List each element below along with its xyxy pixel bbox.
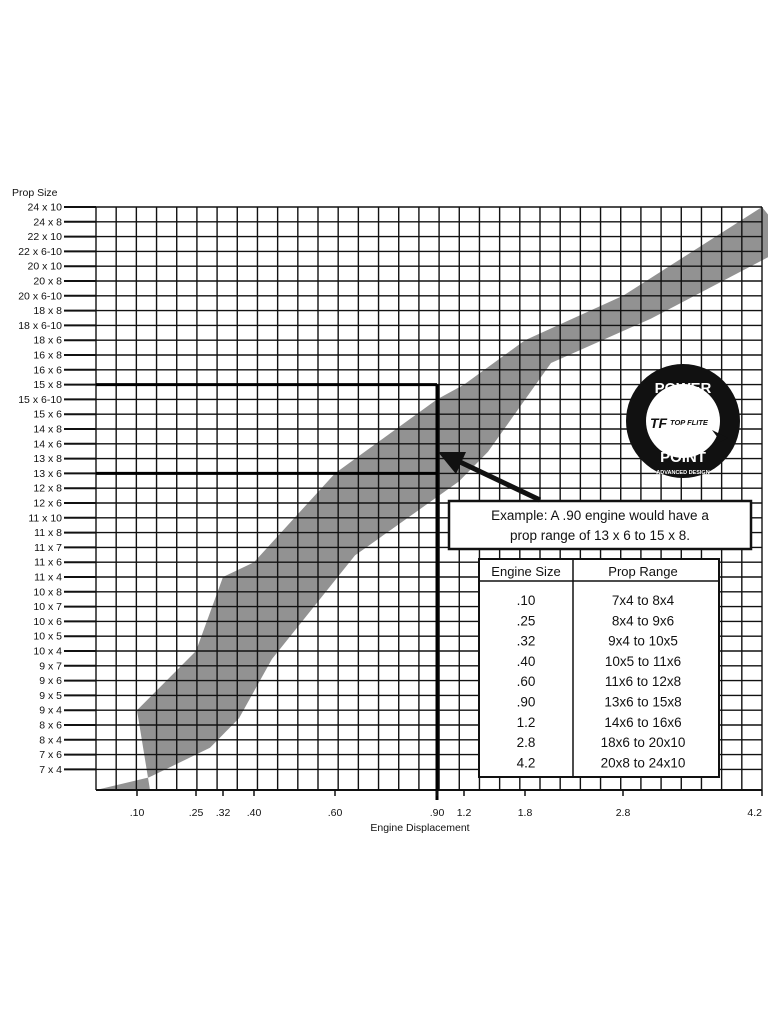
table-cell-engine-size: .32: [517, 634, 536, 649]
x-axis-title: Engine Displacement: [370, 822, 469, 834]
y-axis-title: Prop Size: [12, 187, 58, 199]
example-line-2: prop range of 13 x 6 to 15 x 8.: [510, 528, 690, 543]
y-tick-label: 9 x 5: [39, 690, 62, 702]
table-header-prop-range: Prop Range: [608, 564, 677, 579]
x-tick-label: .32: [216, 807, 231, 819]
y-tick-label: 20 x 6-10: [18, 290, 62, 302]
table-cell-prop-range: 18x6 to 20x10: [601, 735, 686, 750]
prop-range-area: [96, 207, 768, 790]
logo-top-word: POWER: [655, 380, 712, 397]
y-tick-label: 14 x 8: [33, 424, 62, 436]
y-tick-label: 16 x 8: [33, 350, 62, 362]
table-cell-engine-size: .25: [517, 613, 536, 628]
x-tick-label: .10: [130, 807, 145, 819]
table-cell-prop-range: 10x5 to 11x6: [605, 654, 681, 669]
y-tick-label: 11 x 7: [34, 542, 62, 554]
logo-bottom-word: POINT: [660, 449, 706, 466]
y-tick-label: 9 x 6: [39, 675, 62, 687]
table-cell-engine-size: .40: [517, 654, 536, 669]
y-tick-label: 20 x 10: [28, 261, 63, 273]
table-cell-engine-size: .10: [517, 593, 536, 608]
x-tick-label: 2.8: [616, 807, 631, 819]
table-cell-prop-range: 9x4 to 10x5: [608, 634, 678, 649]
x-axis-ticks: .10 .25 .32 .40 .60 .90 1.2 1.8 2.8 4.2: [130, 790, 763, 819]
y-tick-label: 15 x 6-10: [18, 394, 62, 406]
y-tick-label: 11 x 8: [34, 527, 62, 539]
y-tick-label: 11 x 10: [28, 512, 62, 524]
table-cell-prop-range: 11x6 to 12x8: [605, 674, 681, 689]
table-cell-engine-size: .60: [517, 674, 536, 689]
table-cell-engine-size: .90: [517, 695, 536, 710]
y-tick-label: 10 x 8: [33, 586, 62, 598]
y-tick-label: 24 x 10: [28, 202, 63, 214]
table-cell-prop-range: 13x6 to 15x8: [604, 695, 681, 710]
y-tick-label: 22 x 6-10: [18, 246, 62, 258]
y-tick-label: 20 x 8: [33, 276, 62, 288]
y-tick-label: 18 x 8: [33, 305, 62, 317]
y-tick-label: 13 x 6: [33, 468, 62, 480]
example-callout: Example: A .90 engine would have a prop …: [438, 452, 753, 551]
y-tick-label: 10 x 6: [33, 616, 62, 628]
y-tick-label: 11 x 6: [34, 557, 62, 569]
example-arrow-head: [438, 452, 466, 474]
y-tick-label: 10 x 7: [33, 601, 62, 613]
logo-mark: TF: [650, 415, 668, 431]
example-guides: [96, 383, 439, 800]
y-tick-label: 7 x 6: [39, 749, 62, 761]
y-tick-label: 13 x 8: [33, 453, 62, 465]
chart-grid: [95, 206, 763, 791]
prop-range-table: Engine Size Prop Range .10 7x4 to 8x4 .25 8…: [478, 558, 720, 778]
y-tick-label: 18 x 6-10: [18, 320, 62, 332]
table-header-engine-size: Engine Size: [491, 564, 560, 579]
y-axis-ticks: 24 x 10 24 x 8 22 x 10 22 x 6-10 20 x 10 20 x…: [18, 202, 96, 776]
logo-brand: TOP FLITE: [670, 418, 709, 427]
table-cell-prop-range: 20x8 to 24x10: [601, 755, 686, 770]
y-tick-label: 15 x 6: [33, 409, 62, 421]
example-line-1: Example: A .90 engine would have a: [491, 508, 709, 523]
example-callout-box: [447, 499, 753, 551]
y-tick-label: 7 x 4: [39, 764, 62, 776]
x-tick-label: 1.2: [457, 807, 472, 819]
table-cell-prop-range: 7x4 to 8x4: [612, 593, 675, 608]
y-tick-label: 18 x 6: [33, 335, 62, 347]
table-frame: [478, 558, 720, 778]
table-cell-prop-range: 14x6 to 16x6: [604, 715, 681, 730]
y-tick-label: 22 x 10: [28, 231, 63, 243]
logo-tagline: ADVANCED DESIGN: [656, 470, 709, 476]
x-tick-label: 4.2: [747, 807, 762, 819]
y-tick-label: 12 x 8: [33, 483, 62, 495]
logo-inner-disc: [646, 384, 720, 458]
y-tick-label: 12 x 6: [33, 498, 62, 510]
x-tick-label: .90: [430, 807, 445, 819]
table-cell-engine-size: 2.8: [517, 735, 536, 750]
logo-star-icon: [712, 430, 728, 446]
power-point-logo: POWER POINT ADVANCED DESIGN TF TOP FLITE: [626, 364, 740, 478]
table-rows: .10 7x4 to 8x4 .25 8x4 to 9x6 .32 9x4 to 10x5…: [517, 593, 686, 770]
prop-range-band: [96, 207, 768, 790]
table-cell-prop-range: 8x4 to 9x6: [612, 613, 674, 628]
y-tick-label: 11 x 4: [34, 572, 62, 584]
y-tick-label: 16 x 6: [33, 364, 62, 376]
x-tick-label: .40: [247, 807, 262, 819]
y-tick-label: 10 x 5: [33, 631, 62, 643]
example-arrow-shaft: [458, 459, 542, 503]
y-tick-label: 14 x 6: [33, 438, 62, 450]
y-tick-label: 8 x 4: [39, 734, 62, 746]
y-tick-label: 24 x 8: [33, 216, 62, 228]
table-cell-engine-size: 1.2: [517, 715, 536, 730]
y-tick-label: 9 x 4: [39, 705, 62, 717]
y-tick-label: 8 x 6: [39, 720, 62, 732]
x-tick-label: .25: [189, 807, 204, 819]
x-tick-label: .60: [328, 807, 343, 819]
y-tick-label: 9 x 7: [39, 660, 62, 672]
x-tick-label: 1.8: [518, 807, 533, 819]
y-tick-label: 10 x 4: [33, 646, 62, 658]
y-tick-label: 15 x 8: [33, 379, 62, 391]
table-cell-engine-size: 4.2: [517, 755, 536, 770]
